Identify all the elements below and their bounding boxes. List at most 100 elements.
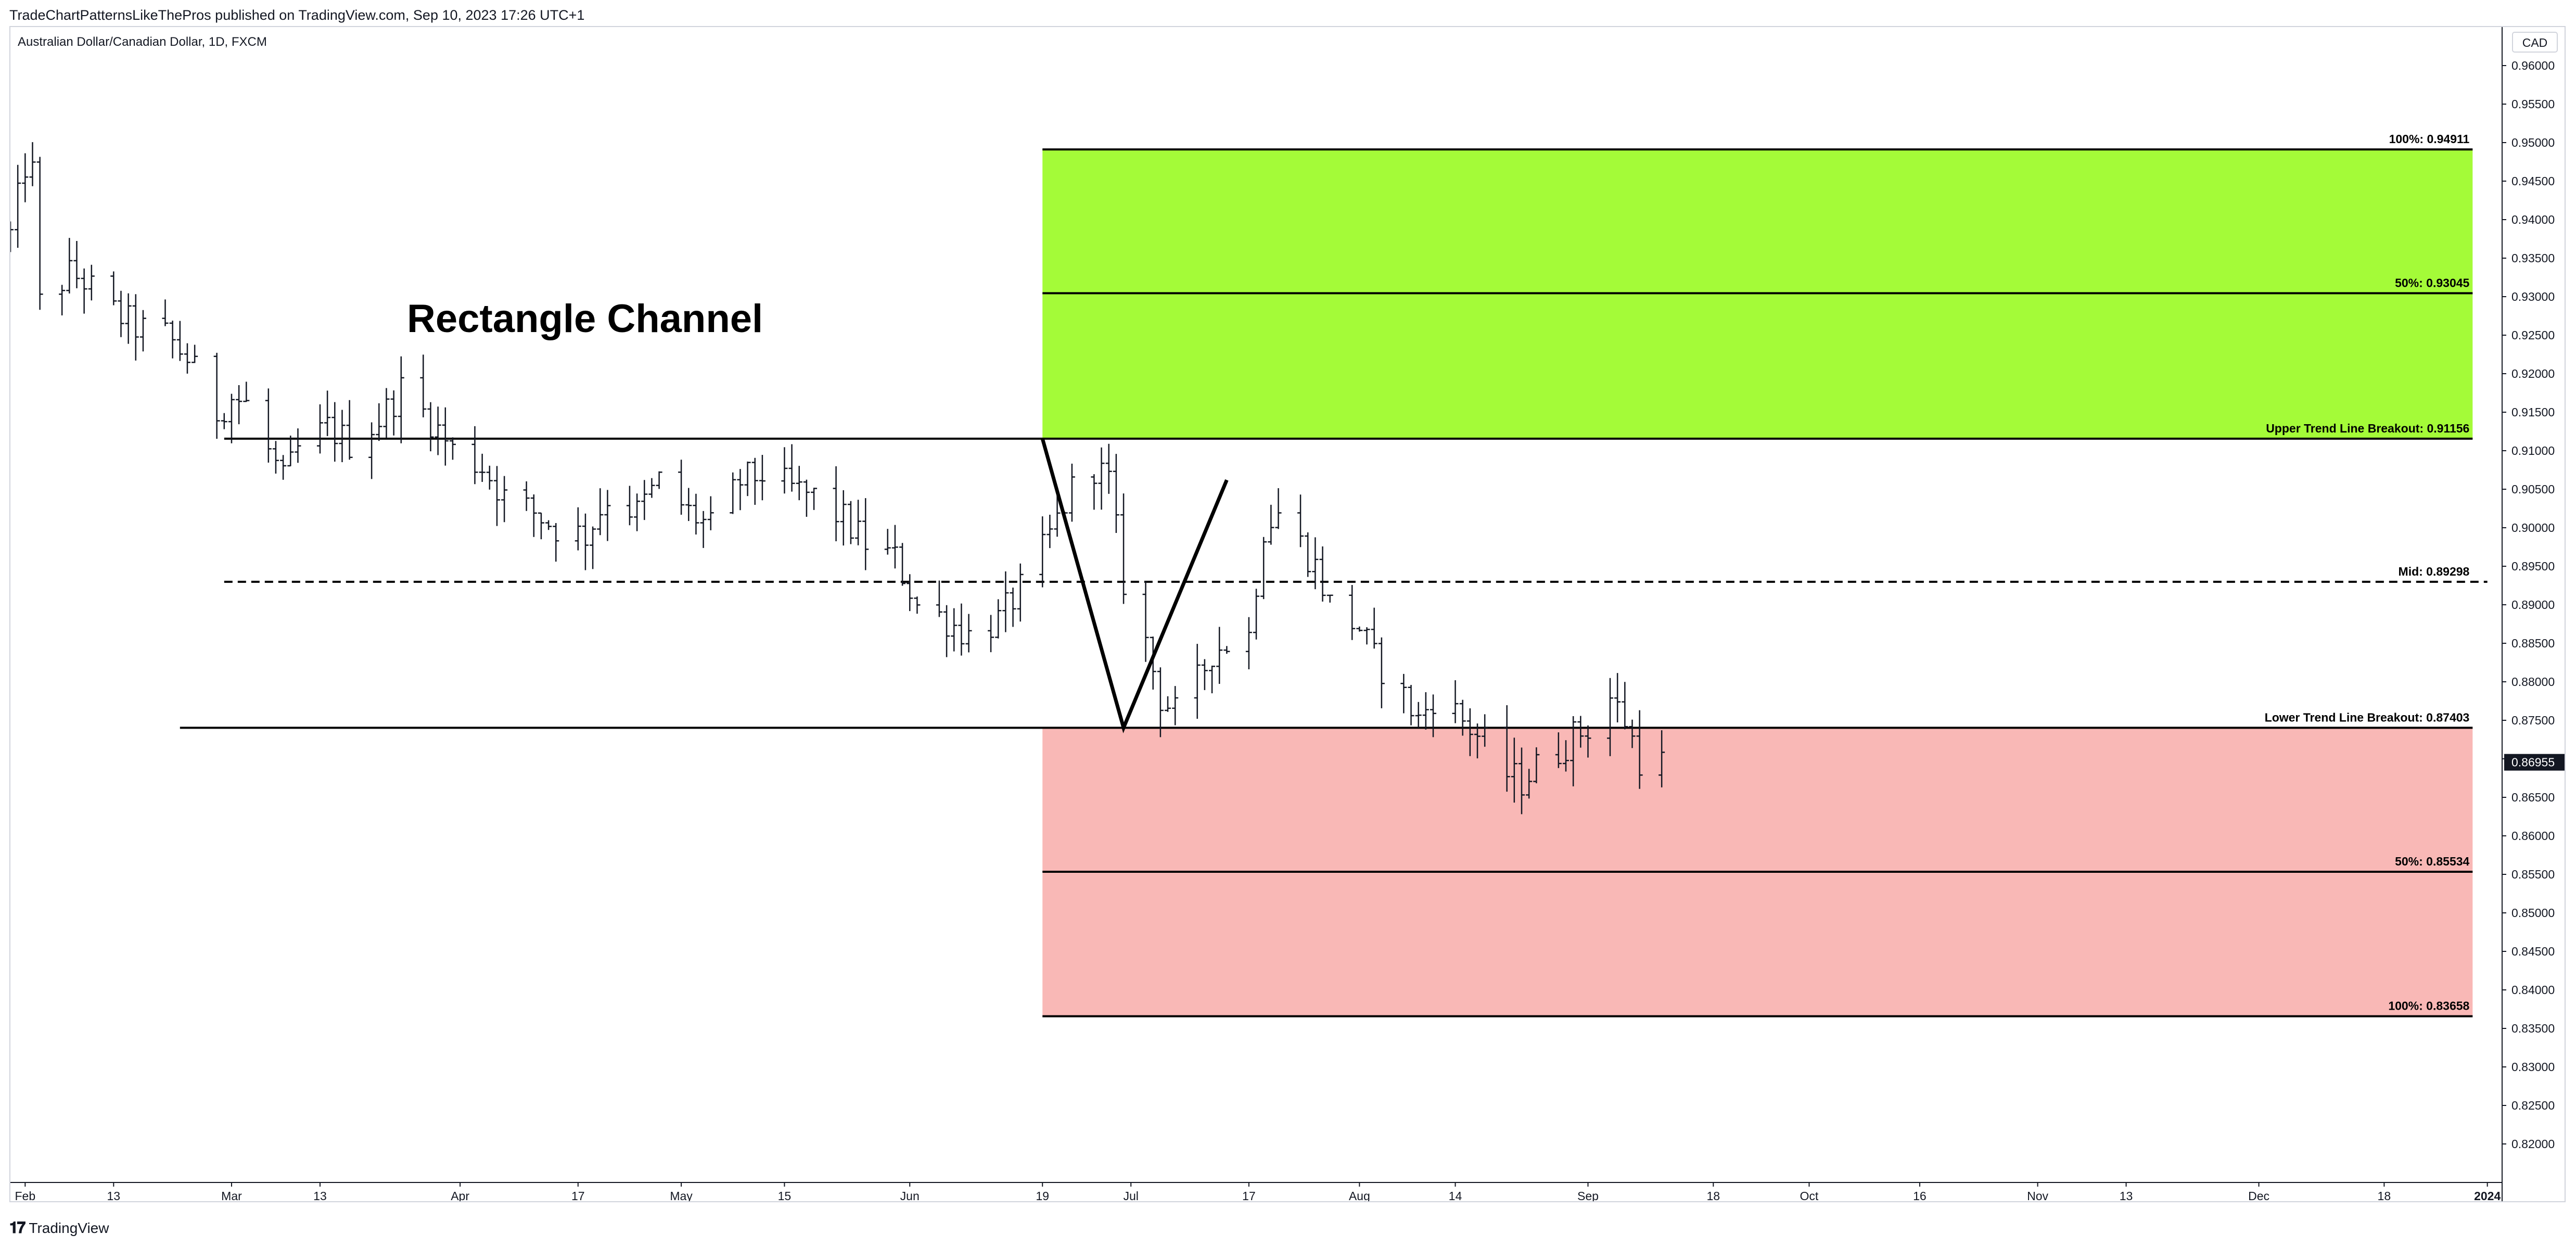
price-bar[interactable]: [435, 406, 441, 455]
price-bar[interactable]: [788, 444, 795, 492]
price-bar[interactable]: [840, 490, 847, 546]
target-up-100-label[interactable]: 100%: 0.94911: [2389, 132, 2470, 146]
price-bar[interactable]: [1400, 673, 1407, 714]
price-bar[interactable]: [1659, 730, 1665, 787]
price-bar[interactable]: [907, 574, 913, 612]
price-bar[interactable]: [1356, 626, 1363, 632]
price-bar[interactable]: [803, 479, 810, 517]
price-bar[interactable]: [1201, 659, 1208, 690]
price-bar[interactable]: [1452, 680, 1459, 723]
price-bar[interactable]: [1165, 696, 1171, 712]
price-bar[interactable]: [1371, 607, 1378, 649]
price-bar[interactable]: [1142, 581, 1149, 662]
price-bar[interactable]: [833, 466, 839, 541]
price-bar[interactable]: [192, 345, 198, 363]
price-bar[interactable]: [493, 466, 500, 526]
price-bar[interactable]: [1629, 719, 1636, 748]
price-bar[interactable]: [1430, 694, 1436, 737]
price-bar[interactable]: [331, 402, 338, 462]
price-bar[interactable]: [287, 435, 294, 467]
time-scale[interactable]: Feb 13 Mar 13 Apr 17 May 15 Jun 19 Jul 17 Aug 14 Sep 18…: [15, 1182, 2501, 1203]
price-bar[interactable]: [847, 501, 854, 544]
price-bar[interactable]: [914, 596, 921, 614]
price-bar[interactable]: [1319, 546, 1326, 602]
price-bar[interactable]: [1098, 447, 1105, 510]
currency-box[interactable]: [2512, 32, 2558, 53]
price-bar[interactable]: [22, 153, 29, 202]
price-bar[interactable]: [1216, 627, 1223, 684]
price-bar[interactable]: [10, 221, 14, 252]
price-bar[interactable]: [1253, 589, 1259, 640]
price-bar[interactable]: [1157, 667, 1164, 737]
price-bar[interactable]: [951, 608, 958, 652]
price-bar[interactable]: [81, 268, 87, 314]
price-bar[interactable]: [1047, 515, 1053, 549]
price-bar[interactable]: [316, 404, 323, 454]
price-bar[interactable]: [295, 428, 301, 463]
price-bar[interactable]: [1017, 563, 1024, 622]
price-bar[interactable]: [1422, 692, 1429, 730]
price-bar[interactable]: [1482, 714, 1488, 747]
price-bar[interactable]: [884, 529, 891, 555]
price-bar[interactable]: [1606, 678, 1613, 756]
price-bar[interactable]: [1363, 627, 1370, 645]
price-bar[interactable]: [1268, 504, 1274, 545]
price-bar[interactable]: [118, 290, 124, 337]
price-bar[interactable]: [995, 599, 1002, 639]
price-bar[interactable]: [228, 393, 235, 443]
price-bar[interactable]: [796, 466, 802, 501]
price-bar[interactable]: [988, 615, 994, 653]
upper-trend-line-label[interactable]: Upper Trend Line Breakout: 0.91156: [2266, 422, 2469, 435]
price-bar[interactable]: [346, 400, 353, 460]
price-bar[interactable]: [420, 354, 427, 417]
target-up-50-label[interactable]: 50%: 0.93045: [2395, 276, 2469, 289]
price-bar[interactable]: [162, 299, 169, 326]
price-bar[interactable]: [1415, 702, 1422, 728]
price-bar[interactable]: [1636, 710, 1643, 789]
price-bar[interactable]: [597, 488, 604, 536]
price-bar[interactable]: [59, 285, 66, 316]
price-bar[interactable]: [1150, 637, 1156, 690]
price-bar[interactable]: [169, 321, 176, 359]
price-bar[interactable]: [648, 478, 655, 498]
chart-canvas[interactable]: 100%: 0.94911 50%: 0.93045 Upper Trend Lin…: [10, 27, 2565, 1203]
price-bar[interactable]: [1503, 705, 1510, 792]
price-bar[interactable]: [1275, 488, 1282, 529]
price-bar[interactable]: [1614, 673, 1621, 723]
price-bar[interactable]: [855, 500, 862, 545]
price-bar[interactable]: [1518, 747, 1525, 815]
price-bar[interactable]: [221, 413, 227, 429]
price-bar[interactable]: [1245, 617, 1252, 669]
price-bar[interactable]: [1533, 747, 1540, 783]
price-bar[interactable]: [1408, 685, 1414, 726]
price-bar[interactable]: [1002, 571, 1009, 632]
price-bar[interactable]: [376, 403, 382, 441]
price-bar[interactable]: [501, 476, 508, 523]
price-bar[interactable]: [1577, 716, 1584, 748]
price-bar[interactable]: [545, 520, 552, 530]
price-bar[interactable]: [73, 240, 80, 288]
price-bar[interactable]: [1305, 532, 1311, 577]
price-bar[interactable]: [1466, 708, 1473, 756]
price-bar[interactable]: [479, 453, 486, 482]
price-bar[interactable]: [110, 271, 117, 306]
price-bar[interactable]: [575, 507, 581, 551]
price-bar[interactable]: [744, 461, 751, 497]
price-bar[interactable]: [1209, 665, 1216, 694]
price-bar[interactable]: [1312, 537, 1319, 590]
price-scale[interactable]: 0.82000 0.82500 0.83000 0.83500 0.84000 0.845…: [2502, 59, 2555, 1151]
price-bar[interactable]: [236, 385, 243, 425]
target-down-50-label[interactable]: 50%: 0.85534: [2395, 855, 2469, 868]
price-bar[interactable]: [685, 488, 692, 521]
price-bar[interactable]: [737, 469, 744, 511]
pattern-swing-line[interactable]: [1040, 438, 1229, 734]
price-bar[interactable]: [626, 486, 633, 526]
price-bar[interactable]: [1378, 637, 1385, 708]
chart-pane[interactable]: 100%: 0.94911 50%: 0.93045 Upper Trend Lin…: [9, 26, 2566, 1203]
price-bar[interactable]: [1555, 732, 1562, 768]
price-bar[interactable]: [530, 494, 537, 537]
price-bar[interactable]: [449, 437, 456, 460]
price-bar[interactable]: [781, 447, 788, 494]
price-bar[interactable]: [1585, 725, 1591, 758]
price-bar[interactable]: [125, 293, 132, 344]
